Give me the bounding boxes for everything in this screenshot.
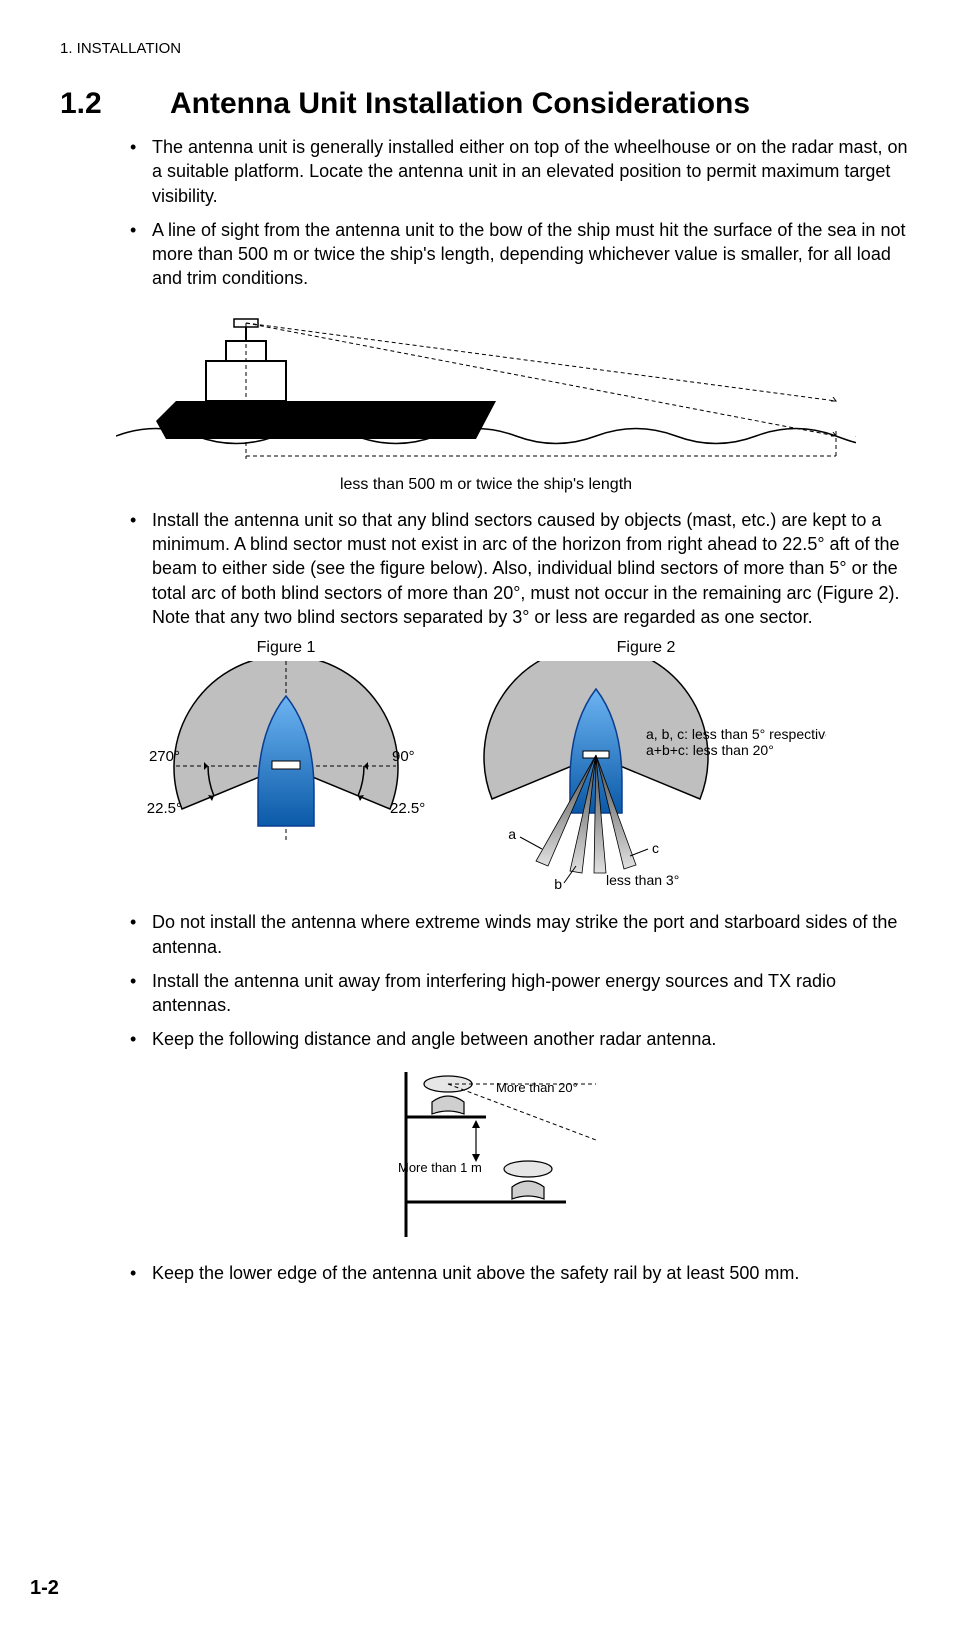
label-c: c: [652, 840, 659, 856]
figure-1-label: Figure 1: [146, 639, 426, 657]
bullet-item: The antenna unit is generally installed …: [130, 135, 912, 208]
ship-diagram: [116, 301, 856, 471]
figure-1-svg: 270° 90° 22.5° 22.5°: [146, 661, 426, 871]
page-number: 1-2: [30, 1577, 59, 1600]
radar-sep-svg: More than 20° More than 1 m: [336, 1062, 636, 1242]
section-title: Antenna Unit Installation Considerations: [170, 87, 750, 121]
bullet-list: Install the antenna unit so that any bli…: [60, 508, 912, 629]
page: 1. INSTALLATION 1.2 Antenna Unit Install…: [0, 0, 972, 1640]
bullet-item: Install the antenna unit away from inter…: [130, 969, 912, 1018]
page-header: 1. INSTALLATION: [60, 40, 912, 57]
figure-2-label: Figure 2: [466, 639, 826, 657]
section-heading: 1.2 Antenna Unit Installation Considerat…: [60, 87, 912, 121]
figure-2: Figure 2: [466, 639, 826, 896]
label-b: b: [554, 876, 562, 891]
section-number: 1.2: [60, 87, 170, 121]
bullet-item: A line of sight from the antenna unit to…: [130, 218, 912, 291]
bullet-list: The antenna unit is generally installed …: [60, 135, 912, 291]
figure-2-svg: a b c less than 3° a, b, c: less than 5°…: [466, 661, 826, 891]
label-90: 90°: [392, 748, 415, 765]
figure-sectors: Figure 1: [60, 639, 912, 896]
label-22l: 22.5°: [147, 800, 182, 817]
bullet-list: Keep the lower edge of the antenna unit …: [60, 1261, 912, 1285]
label-angle20: More than 20°: [496, 1080, 578, 1095]
bullet-item: Keep the following distance and angle be…: [130, 1027, 912, 1051]
label-22r: 22.5°: [390, 800, 425, 817]
note-b: a+b+c: less than 20°: [646, 742, 774, 758]
label-dist1m: More than 1 m: [398, 1160, 482, 1175]
figure-ship: less than 500 m or twice the ship's leng…: [60, 301, 912, 494]
label-lt3: less than 3°: [606, 872, 679, 888]
bullet-item: Do not install the antenna where extreme…: [130, 910, 912, 959]
figure-ship-caption: less than 500 m or twice the ship's leng…: [60, 476, 912, 494]
label-270: 270°: [149, 748, 180, 765]
figure-1: Figure 1: [146, 639, 426, 896]
label-a: a: [508, 826, 516, 842]
note-a: a, b, c: less than 5° respectively: [646, 726, 826, 742]
bullet-item: Install the antenna unit so that any bli…: [130, 508, 912, 629]
figure-radar-sep: More than 20° More than 1 m: [60, 1062, 912, 1247]
bullet-list: Do not install the antenna where extreme…: [60, 910, 912, 1051]
bullet-item: Keep the lower edge of the antenna unit …: [130, 1261, 912, 1285]
